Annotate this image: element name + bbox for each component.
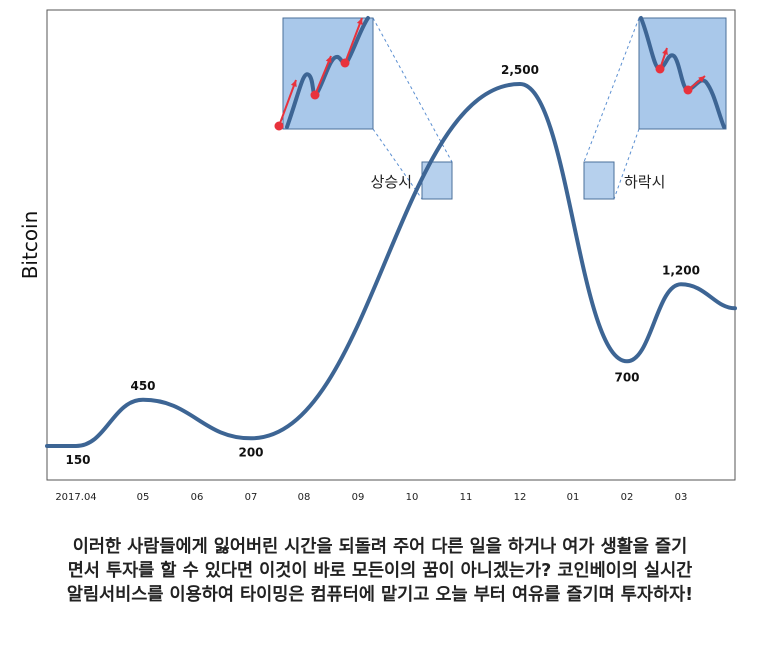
x-tick-label: 07 (245, 492, 258, 503)
caption-line-2: 면서 투자를 할 수 있다면 이것이 바로 모든이의 꿈이 아니겠는가? 코인베… (67, 561, 693, 581)
zoom-line (285, 16, 370, 129)
x-tick-label: 01 (567, 492, 580, 503)
price-line (45, 81, 737, 448)
y-axis-label: Bitcoin (18, 211, 42, 280)
callout-leader (613, 128, 640, 200)
caption-line-1: 이러한 사람들에게 잃어버린 시간을 되돌려 주어 다른 일을 하거나 여가 생… (72, 537, 688, 557)
signal-dot (683, 85, 693, 95)
data-label: 450 (130, 379, 155, 393)
x-tick-label: 05 (137, 492, 150, 503)
x-tick-label: 10 (406, 492, 419, 503)
rise-label: 상승시 (371, 173, 412, 191)
callouts: 상승시 하락시 (274, 16, 727, 200)
signal-dot (655, 64, 665, 74)
data-label: 2,500 (501, 63, 539, 77)
arrow-head (325, 56, 332, 63)
x-tick-label: 03 (675, 492, 688, 503)
arrow-head (698, 76, 705, 83)
trend-arrow (278, 79, 297, 127)
data-labels: 150 450 200 2,500 700 1,200 (65, 63, 700, 467)
x-tick-label: 08 (298, 492, 311, 503)
data-label: 700 (614, 370, 639, 384)
callout-leader (372, 17, 453, 163)
bitcoin-price-chart: Bitcoin 2017.04 05 06 07 08 09 10 11 12 01 02 03 상승… (18, 9, 737, 503)
data-label: 1,200 (662, 263, 700, 277)
x-tick-label: 09 (352, 492, 365, 503)
fall-label: 하락시 (624, 173, 665, 191)
signal-dot (310, 90, 320, 100)
trend-arrow (344, 17, 363, 64)
fall-highlight-box (583, 161, 615, 200)
caption: 이러한 사람들에게 잃어버린 시간을 되돌려 주어 다른 일을 하거나 여가 생… (0, 535, 760, 607)
plot-frame (46, 9, 736, 481)
data-label: 150 (65, 453, 90, 467)
callout-leader (372, 128, 423, 200)
x-tick-label: 02 (621, 492, 634, 503)
callout-leader (583, 17, 640, 163)
x-tick-label: 06 (191, 492, 204, 503)
x-tick-label: 11 (460, 492, 473, 503)
arrow-head (290, 80, 297, 87)
arrow-head (356, 18, 363, 25)
data-label: 200 (238, 445, 263, 459)
x-tick-label: 12 (514, 492, 527, 503)
signal-dot (274, 121, 284, 131)
x-tick-label: 2017.04 (55, 492, 96, 503)
arrow-head (662, 48, 668, 55)
signal-dot (340, 58, 350, 68)
x-axis-ticks: 2017.04 05 06 07 08 09 10 11 12 01 02 03 (55, 492, 687, 503)
caption-line-3: 알림서비스를 이용하여 타이밍은 컴퓨터에 맡기고 오늘 부터 여유를 즐기며 … (66, 585, 694, 605)
trend-arrow (314, 55, 332, 96)
